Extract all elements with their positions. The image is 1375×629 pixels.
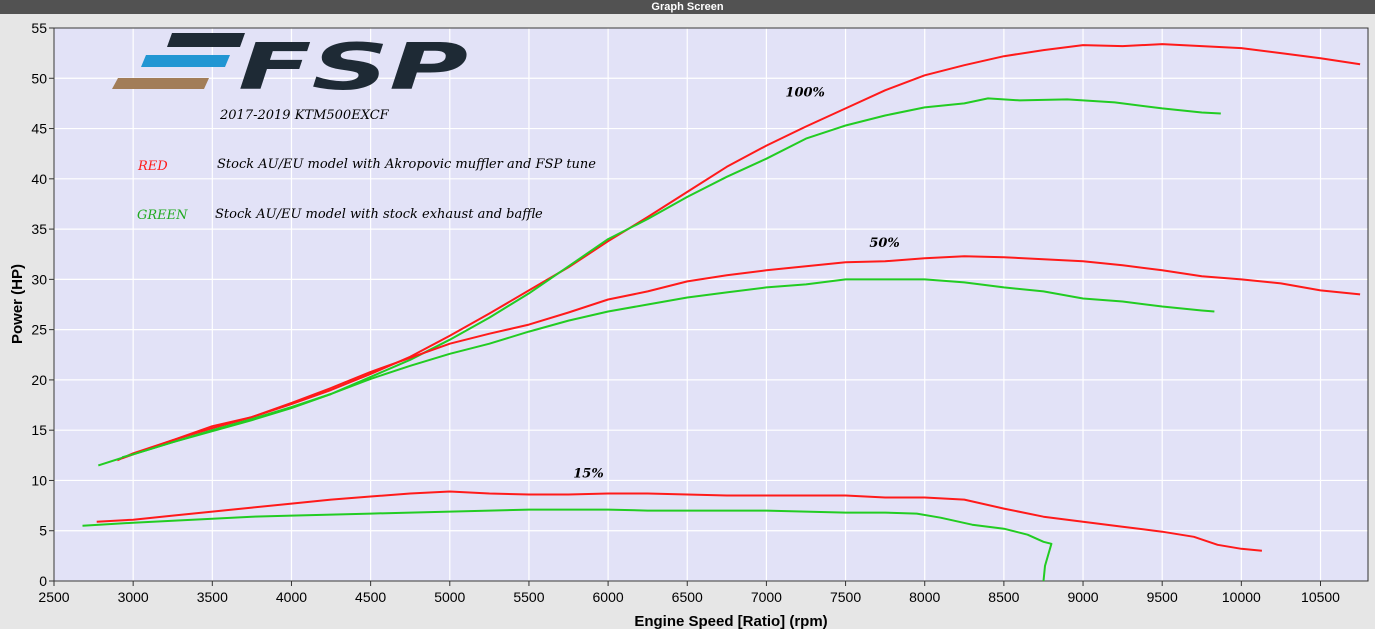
y-tick-label: 55: [31, 20, 47, 36]
x-tick-label: 5000: [434, 589, 465, 605]
x-tick-label: 10500: [1301, 589, 1340, 605]
x-tick-label: 9500: [1147, 589, 1178, 605]
throttle-annotation: 15%: [573, 466, 603, 481]
window-title: Graph Screen: [0, 0, 1375, 14]
y-tick-label: 45: [31, 121, 47, 137]
chart-subtitle: 2017-2019 KTM500EXCF: [219, 108, 390, 123]
logo-bar-tan: [112, 78, 209, 89]
fsp-logo: FSP: [112, 31, 468, 105]
y-tick-label: 25: [31, 322, 47, 338]
y-tick-label: 40: [31, 171, 47, 187]
legend-red-key: RED: [137, 159, 168, 174]
x-tick-label: 3000: [118, 589, 149, 605]
y-axis-label: Power (HP): [9, 264, 26, 344]
series-line-green: [82, 508, 1053, 582]
x-tick-label: 2500: [38, 589, 69, 605]
dyno-chart: 2500 3000 3500 4000 4500 5000 5500 6000 6500 7000…: [9, 20, 1369, 629]
throttle-annotation: 100%: [785, 85, 825, 100]
y-tick-label: 20: [31, 372, 47, 388]
y-tick-label: 5: [39, 523, 47, 539]
y-tick-label: 0: [39, 573, 47, 589]
series-line-red: [121, 255, 1361, 460]
series-line-red: [116, 43, 1361, 462]
x-axis-label: Engine Speed [Ratio] (rpm): [634, 613, 827, 629]
x-tick-label: 6000: [593, 589, 624, 605]
series: [82, 43, 1361, 582]
series-line-green: [121, 278, 1215, 459]
throttle-annotation: 50%: [869, 236, 899, 251]
series-line-red: [96, 490, 1262, 552]
logo-bar-dark: [167, 33, 245, 47]
plot-frame: [53, 27, 1369, 582]
x-tick-label: 9000: [1067, 589, 1098, 605]
axis-ticks: 2500 3000 3500 4000 4500 5000 5500 6000 6500 7000…: [31, 20, 1340, 605]
legend-green-description: Stock AU/EU model with stock exhaust and…: [215, 207, 543, 222]
y-tick-label: 10: [31, 472, 47, 488]
logo-text: FSP: [238, 31, 468, 105]
legend-green-key: GREEN: [137, 208, 188, 223]
x-tick-label: 7500: [830, 589, 861, 605]
x-tick-label: 6500: [672, 589, 703, 605]
x-tick-label: 4000: [276, 589, 307, 605]
annotations: 100% 50% 15%: [573, 85, 899, 481]
y-tick-label: 50: [31, 70, 47, 86]
x-tick-label: 7000: [751, 589, 782, 605]
x-tick-label: 3500: [197, 589, 228, 605]
y-tick-label: 30: [31, 271, 47, 287]
x-tick-label: 10000: [1222, 589, 1261, 605]
x-tick-label: 4500: [355, 589, 386, 605]
logo-bar-blue: [141, 55, 230, 67]
y-tick-label: 35: [31, 221, 47, 237]
x-tick-label: 8000: [909, 589, 940, 605]
y-tick-label: 15: [31, 422, 47, 438]
legend-red-description: Stock AU/EU model with Akropovic muffler…: [217, 157, 596, 172]
x-tick-label: 8500: [988, 589, 1019, 605]
x-tick-label: 5500: [513, 589, 544, 605]
